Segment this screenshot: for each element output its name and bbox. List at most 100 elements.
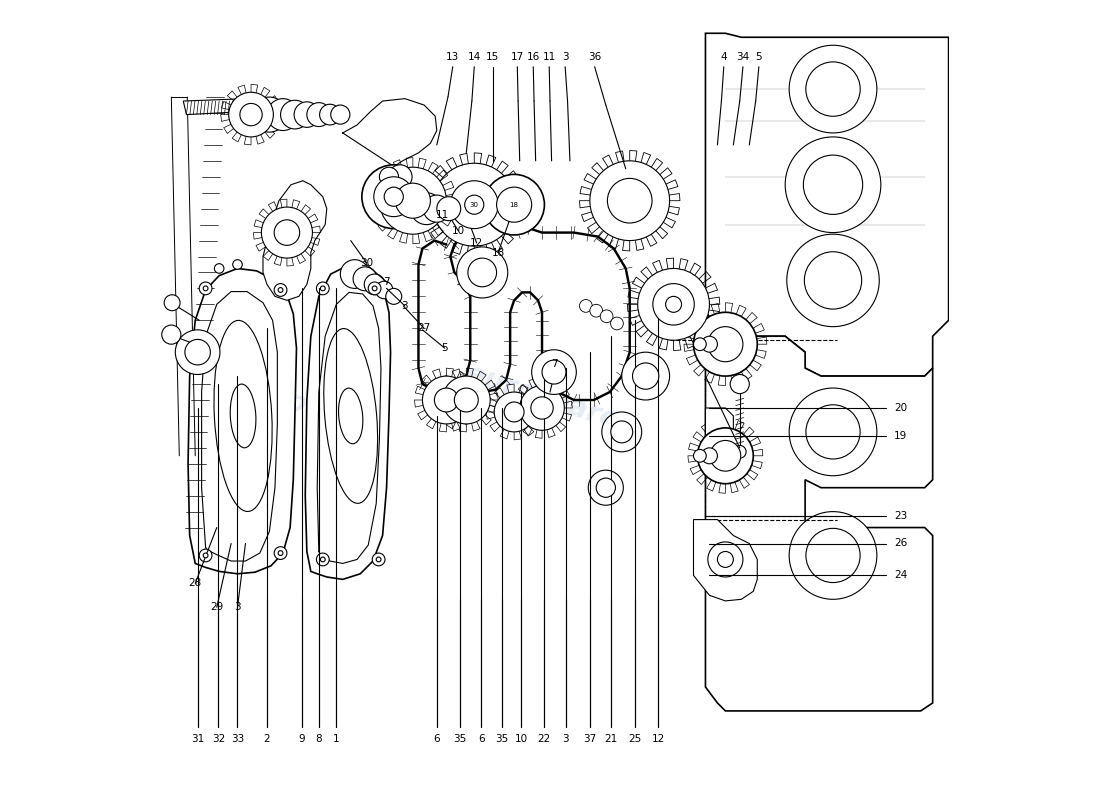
- Circle shape: [375, 282, 393, 298]
- Text: 17: 17: [510, 52, 524, 62]
- Text: 3: 3: [562, 734, 570, 744]
- Circle shape: [693, 338, 706, 350]
- Circle shape: [368, 282, 381, 294]
- Text: 24: 24: [894, 570, 908, 580]
- Circle shape: [702, 448, 717, 464]
- Text: 12: 12: [470, 238, 483, 248]
- Circle shape: [364, 274, 385, 294]
- Circle shape: [434, 388, 459, 412]
- Circle shape: [442, 376, 491, 424]
- Circle shape: [162, 325, 180, 344]
- Circle shape: [693, 312, 757, 376]
- Text: 37: 37: [583, 734, 596, 744]
- Circle shape: [504, 402, 524, 422]
- Circle shape: [437, 197, 461, 221]
- Circle shape: [610, 421, 632, 443]
- Circle shape: [340, 260, 368, 288]
- Text: 26: 26: [894, 538, 908, 549]
- Text: 31: 31: [191, 734, 205, 744]
- Circle shape: [693, 450, 706, 462]
- Text: 32: 32: [211, 734, 226, 744]
- Circle shape: [730, 374, 749, 394]
- Circle shape: [450, 181, 498, 229]
- Text: 7: 7: [551, 359, 558, 369]
- Circle shape: [294, 102, 320, 127]
- Text: 10: 10: [515, 734, 528, 744]
- Circle shape: [464, 195, 484, 214]
- Circle shape: [519, 386, 564, 430]
- Text: 30: 30: [470, 202, 478, 208]
- Circle shape: [456, 247, 508, 298]
- Text: 11: 11: [542, 52, 556, 62]
- Text: 9: 9: [299, 734, 306, 744]
- Circle shape: [214, 264, 224, 274]
- Polygon shape: [184, 98, 249, 114]
- Text: 1: 1: [333, 734, 340, 744]
- Circle shape: [185, 339, 210, 365]
- Text: 33: 33: [231, 734, 244, 744]
- Text: 18: 18: [509, 202, 518, 208]
- Circle shape: [274, 546, 287, 559]
- Circle shape: [229, 92, 274, 137]
- Circle shape: [353, 267, 377, 290]
- Text: 27: 27: [417, 323, 431, 334]
- Circle shape: [590, 304, 603, 317]
- Text: 2: 2: [264, 734, 271, 744]
- Circle shape: [320, 104, 340, 125]
- Ellipse shape: [230, 384, 256, 448]
- Circle shape: [484, 174, 544, 235]
- Text: 34: 34: [736, 52, 749, 62]
- Polygon shape: [705, 34, 948, 376]
- Circle shape: [204, 553, 208, 558]
- Circle shape: [531, 350, 576, 394]
- Text: 20: 20: [894, 403, 908, 413]
- Text: 3: 3: [402, 301, 408, 311]
- Circle shape: [320, 286, 326, 290]
- Circle shape: [638, 269, 710, 340]
- Circle shape: [786, 234, 879, 326]
- Text: 35: 35: [495, 734, 509, 744]
- Circle shape: [372, 286, 377, 290]
- Text: 25: 25: [629, 734, 642, 744]
- Circle shape: [384, 187, 404, 206]
- Circle shape: [697, 428, 754, 484]
- Text: 10: 10: [452, 226, 465, 236]
- Text: 30: 30: [360, 258, 373, 268]
- Text: 19: 19: [894, 431, 908, 441]
- Circle shape: [806, 405, 860, 459]
- Text: 5: 5: [756, 52, 762, 62]
- Polygon shape: [188, 269, 297, 574]
- Text: 23: 23: [894, 510, 908, 521]
- Circle shape: [666, 296, 682, 312]
- Circle shape: [410, 193, 442, 225]
- Circle shape: [388, 165, 412, 189]
- Text: 8: 8: [316, 734, 322, 744]
- Circle shape: [708, 542, 742, 577]
- Circle shape: [240, 103, 262, 126]
- Circle shape: [280, 100, 309, 129]
- Circle shape: [379, 167, 447, 234]
- Circle shape: [317, 553, 329, 566]
- Text: 16: 16: [527, 52, 540, 62]
- Circle shape: [789, 46, 877, 133]
- Circle shape: [233, 260, 242, 270]
- Text: 5: 5: [441, 343, 448, 353]
- Text: 4: 4: [720, 52, 727, 62]
- Ellipse shape: [214, 320, 272, 511]
- Circle shape: [785, 137, 881, 233]
- Text: 6: 6: [433, 734, 440, 744]
- Circle shape: [454, 388, 478, 412]
- Text: 28: 28: [188, 578, 202, 588]
- Text: 12: 12: [652, 734, 666, 744]
- Circle shape: [496, 187, 531, 222]
- Circle shape: [717, 551, 734, 567]
- Circle shape: [621, 352, 670, 400]
- Text: 6: 6: [478, 734, 485, 744]
- Circle shape: [596, 478, 616, 498]
- Circle shape: [590, 161, 670, 241]
- Text: 18: 18: [492, 247, 505, 258]
- Circle shape: [175, 330, 220, 374]
- Text: 36: 36: [588, 52, 602, 62]
- Text: 11: 11: [436, 210, 449, 220]
- Text: eurospares: eurospares: [199, 359, 375, 441]
